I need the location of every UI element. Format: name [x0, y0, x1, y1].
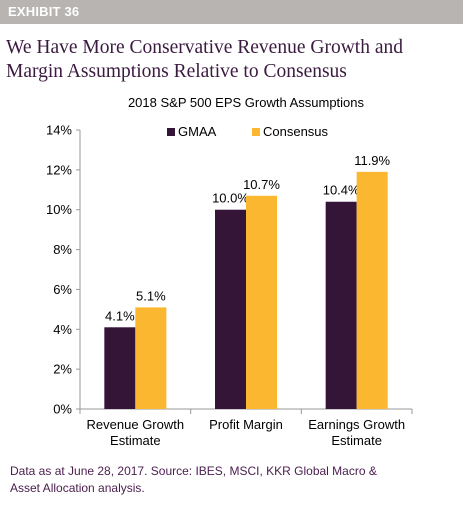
bar-consensus: [135, 307, 167, 409]
bar-chart: 2018 S&P 500 EPS Growth Assumptions GMAA C…: [46, 95, 413, 448]
data-label-consensus: 10.7%: [243, 177, 280, 192]
headline: We Have More Conservative Revenue Growth…: [6, 36, 461, 84]
y-tick-label: 14%: [46, 123, 72, 138]
y-tick-label: 10%: [46, 202, 72, 217]
y-tick-label: 0%: [53, 402, 72, 417]
bar-gmaa: [325, 201, 357, 409]
y-tick-label: 8%: [53, 242, 72, 257]
bar-consensus: [246, 195, 277, 409]
x-tick-label: Estimate: [110, 433, 161, 448]
y-tick-label: 6%: [53, 282, 72, 297]
bar-gmaa: [215, 209, 246, 409]
exhibit-label: EXHIBIT 36: [8, 4, 80, 19]
x-tick-label: Profit Margin: [209, 417, 283, 432]
footnote-line-1: Data as at June 28, 2017. Source: IBES, …: [10, 464, 377, 478]
bar-gmaa: [104, 327, 136, 409]
footnote-line-2: Asset Allocation analysis.: [10, 481, 145, 495]
x-tick-label: Estimate: [331, 433, 382, 448]
y-tick-label: 2%: [53, 362, 72, 377]
footnote: Data as at June 28, 2017. Source: IBES, …: [10, 463, 460, 497]
x-tick-label: Revenue Growth: [87, 417, 185, 432]
exhibit-banner: EXHIBIT 36: [0, 0, 463, 24]
headline-line-2: Margin Assumptions Relative to Consensus: [6, 61, 347, 82]
data-label-gmaa: 10.0%: [212, 191, 249, 206]
legend-label-consensus: Consensus: [263, 124, 329, 139]
bar-consensus: [356, 171, 388, 409]
x-tick-label: Earnings Growth: [308, 417, 405, 432]
legend-label-gmaa: GMAA: [178, 124, 217, 139]
headline-line-1: We Have More Conservative Revenue Growth…: [6, 37, 403, 58]
chart-title: 2018 S&P 500 EPS Growth Assumptions: [128, 95, 365, 110]
data-label-gmaa: 4.1%: [105, 308, 135, 323]
data-label-consensus: 5.1%: [136, 288, 166, 303]
data-label-consensus: 11.9%: [354, 153, 390, 168]
y-tick-label: 4%: [53, 322, 72, 337]
y-tick-label: 12%: [46, 162, 72, 177]
legend-swatch-consensus: [252, 128, 260, 136]
data-label-gmaa: 10.4%: [323, 183, 360, 198]
legend-swatch-gmaa: [167, 128, 175, 136]
